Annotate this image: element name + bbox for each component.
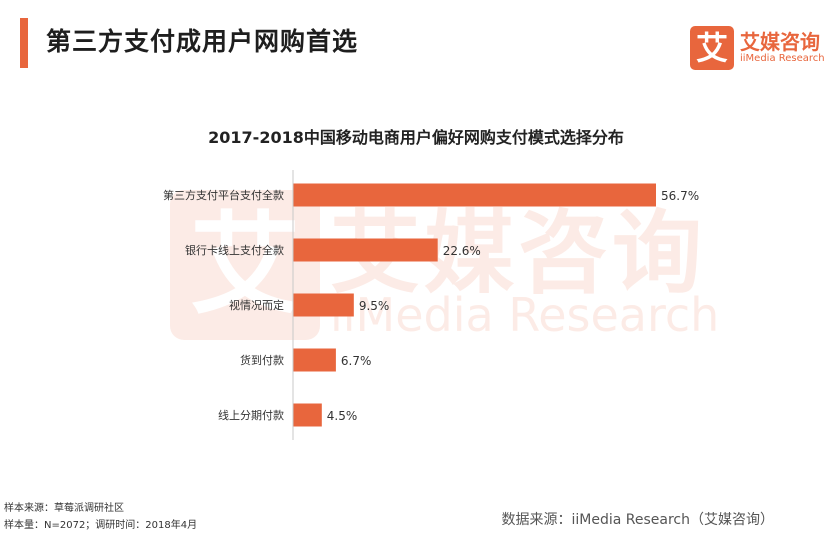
category-label: 货到付款 [240, 353, 284, 367]
data-source: 数据来源：iiMedia Research（艾媒咨询） [501, 512, 775, 528]
category-label: 视情况而定 [229, 298, 284, 312]
bar [293, 293, 354, 317]
value-label: 6.7% [341, 354, 372, 368]
logo-name-cn: 艾媒咨询 [740, 30, 820, 54]
sample-size: 样本量：N=2072；调研时间：2018年4月 [4, 520, 198, 531]
logo-badge-icon: 艾 [690, 26, 734, 70]
footer-sample-info: 样本来源：草莓派调研社区 样本量：N=2072；调研时间：2018年4月 [4, 500, 197, 534]
category-label: 第三方支付平台支付全款 [163, 188, 284, 202]
brand-logo: 艾 艾媒咨询 iiMedia Research [690, 26, 828, 70]
category-label: 线上分期付款 [218, 408, 284, 422]
value-label: 22.6% [443, 244, 481, 258]
bar [293, 183, 656, 207]
value-label: 56.7% [661, 189, 699, 203]
page-title: 第三方支付成用户网购首选 [46, 27, 359, 56]
bar [293, 403, 322, 427]
category-label: 银行卡线上支付全款 [185, 243, 284, 257]
bar [293, 348, 336, 372]
title-accent-bar [20, 18, 28, 68]
logo-name-en: iiMedia Research [740, 53, 825, 64]
bar [293, 238, 438, 262]
sample-source: 样本来源：草莓派调研社区 [4, 503, 124, 514]
value-label: 9.5% [359, 299, 390, 313]
chart-title: 2017-2018中国移动电商用户偏好网购支付模式选择分布 [208, 128, 624, 147]
value-label: 4.5% [327, 409, 358, 423]
